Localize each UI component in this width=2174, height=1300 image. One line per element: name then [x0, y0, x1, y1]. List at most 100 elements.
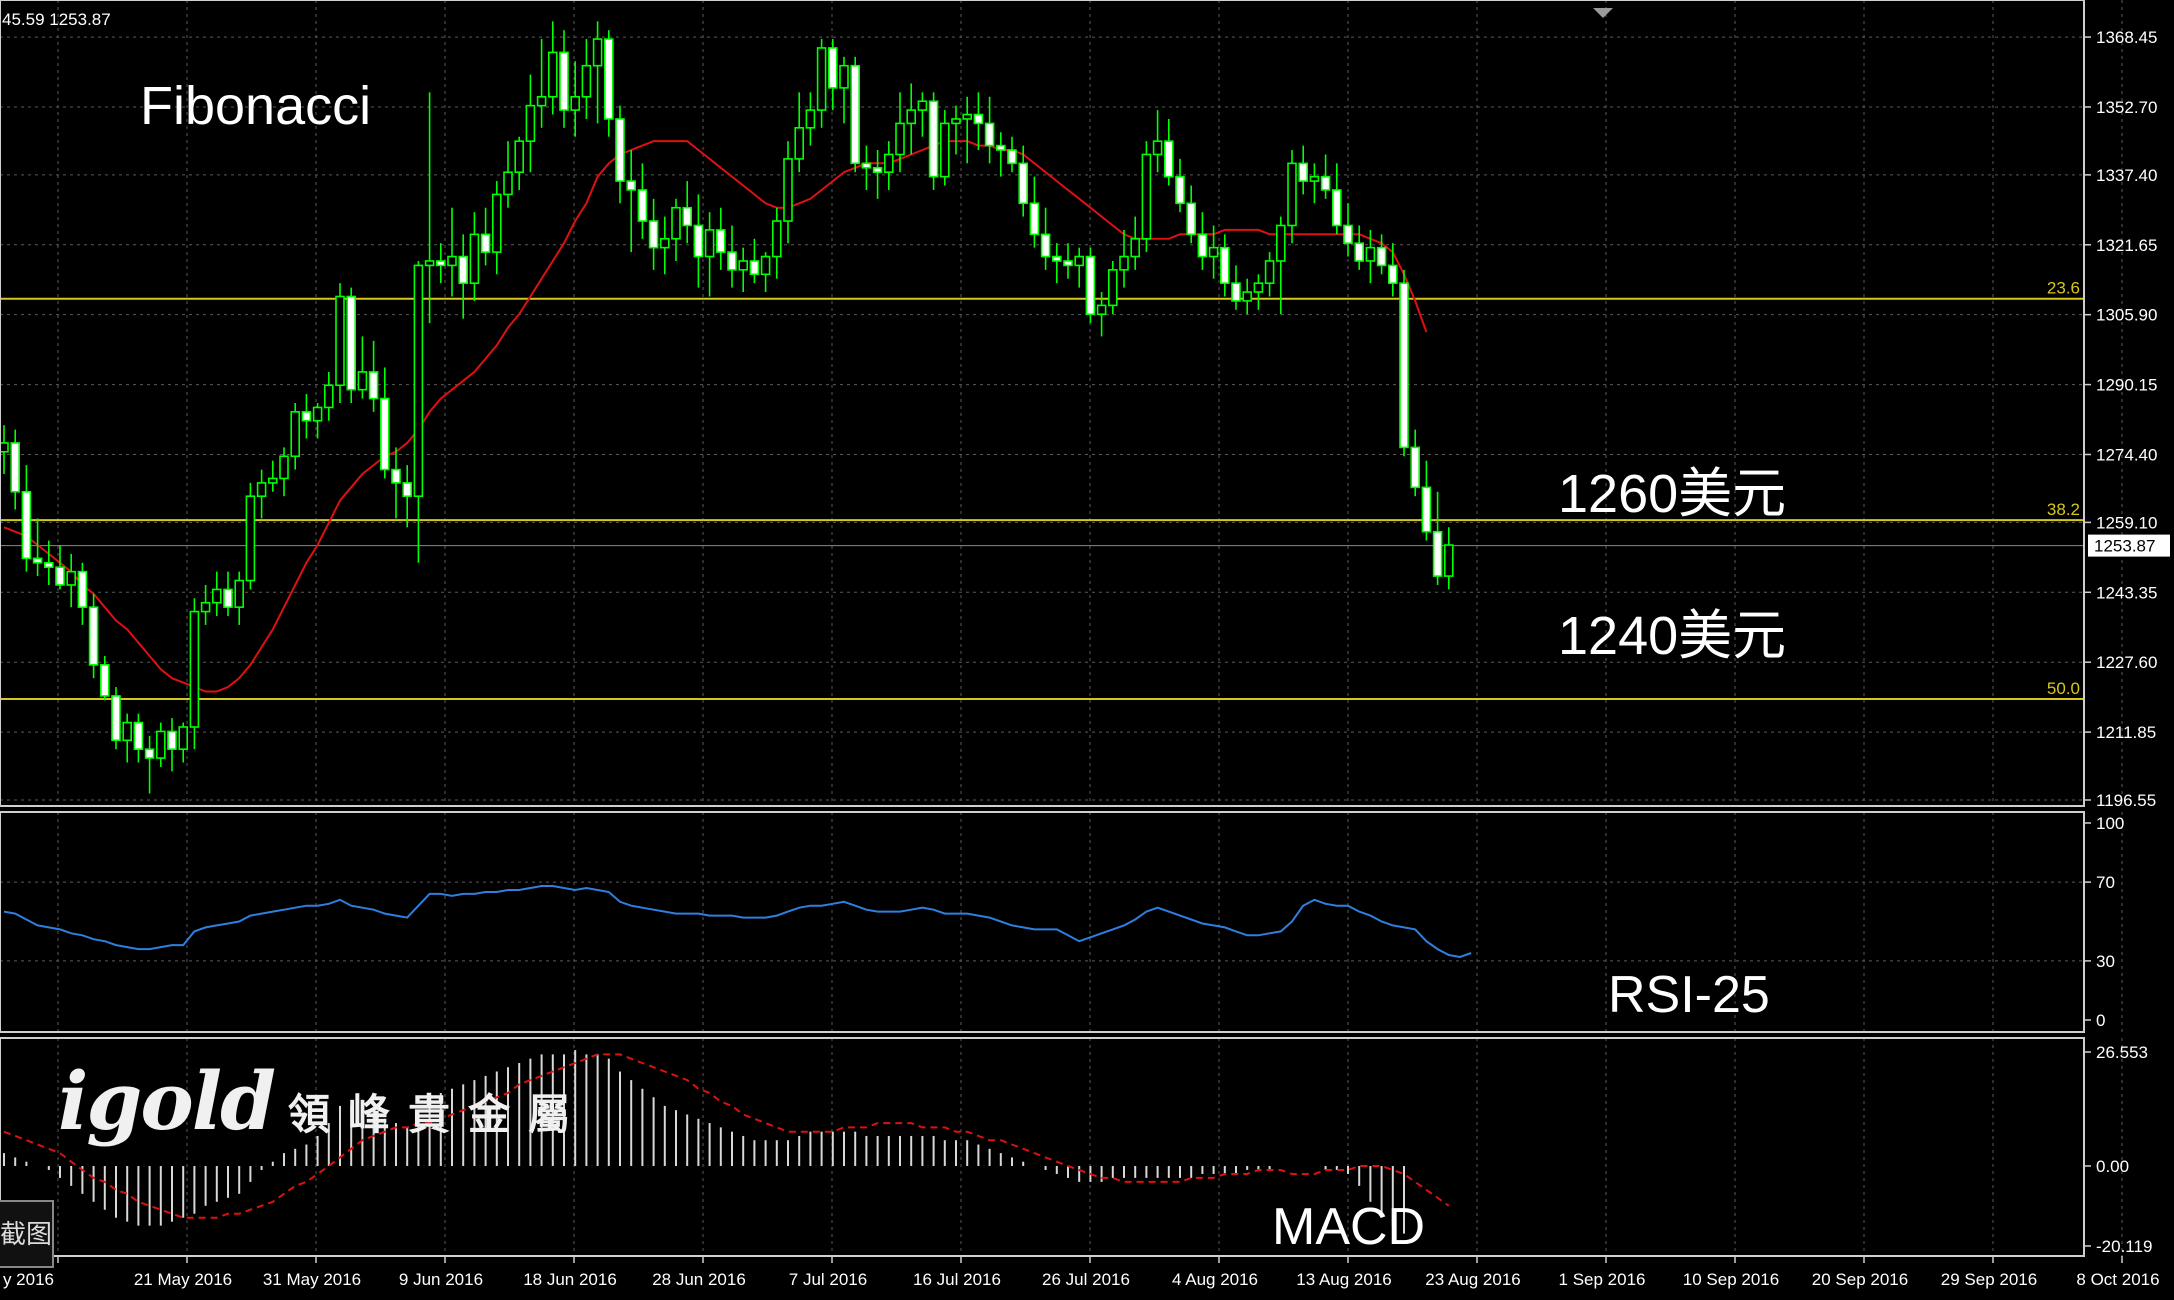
candle [637, 163, 648, 239]
candle [648, 198, 659, 270]
candle-body [279, 455, 289, 480]
candle-body [379, 397, 390, 471]
candle [212, 571, 222, 617]
candle-body [536, 95, 547, 107]
candle [693, 194, 704, 288]
brand-cn: 領峰貴金屬 [288, 1090, 589, 1139]
candle [267, 460, 278, 492]
candle [245, 482, 256, 590]
candle [1444, 527, 1454, 590]
fib-label: 23.6 [2047, 279, 2080, 298]
candle [984, 96, 995, 164]
candle-body [693, 224, 704, 258]
candle-body [1119, 255, 1129, 271]
candle [391, 447, 401, 519]
candle-body [1108, 269, 1118, 307]
candle-body [659, 237, 670, 249]
candle [1186, 185, 1196, 244]
candle-body [1063, 260, 1073, 267]
candle-body [928, 100, 939, 178]
macd-signal [3, 1053, 1450, 1219]
candle-body [794, 127, 805, 160]
candle-body [1164, 140, 1174, 178]
candle-body [290, 411, 301, 458]
candle-body [704, 229, 715, 258]
label-macd: MACD [1272, 1198, 1425, 1256]
candle [1432, 491, 1443, 585]
fib-label: 50.0 [2047, 679, 2080, 698]
candle [200, 584, 211, 625]
screenshot-button[interactable]: 截图 [0, 1200, 54, 1268]
candle [995, 132, 1006, 177]
candle [1399, 269, 1409, 457]
candle-body [133, 721, 144, 750]
candle-body [1208, 246, 1219, 258]
candle-body [559, 51, 569, 111]
candle [234, 571, 244, 625]
candle-body [301, 411, 312, 422]
candle [256, 469, 267, 519]
candle-body [1432, 530, 1443, 577]
date-tick-label: 8 Oct 2016 [2076, 1270, 2159, 1289]
candle [1085, 247, 1096, 324]
candle-body [984, 122, 995, 147]
candle-body [212, 588, 222, 604]
candle-body [1074, 255, 1084, 267]
rsi-tick-label: 30 [2096, 952, 2115, 971]
candle [480, 207, 491, 266]
price-tick-label: 1259.10 [2096, 513, 2157, 532]
candle-body [1029, 202, 1040, 236]
candle [323, 371, 334, 421]
candle [682, 181, 693, 244]
date-tick-label: 4 Aug 2016 [1172, 1270, 1258, 1289]
candle [872, 150, 883, 199]
date-tick-label: 10 Sep 2016 [1683, 1270, 1779, 1289]
candle [189, 598, 200, 750]
title-fibonacci: Fibonacci [140, 76, 371, 136]
candle [368, 340, 379, 412]
candle [525, 74, 536, 173]
candle-body [771, 220, 782, 258]
candle [1141, 141, 1152, 253]
candle [659, 216, 670, 275]
candle [581, 39, 592, 119]
candle [783, 141, 793, 244]
candle [1108, 260, 1118, 315]
scroll-marker-icon[interactable] [1593, 8, 1613, 18]
candle [156, 722, 166, 767]
candle [1119, 229, 1129, 288]
candle [1276, 216, 1286, 315]
candle-body [1007, 149, 1017, 165]
candle-body [10, 442, 20, 493]
candle-body [66, 570, 76, 586]
pane-frame [0, 0, 2085, 807]
candle [379, 367, 390, 479]
date-tick-label: 28 Jun 2016 [652, 1270, 746, 1289]
label-rsi: RSI-25 [1608, 966, 1770, 1024]
date-tick-label: 21 May 2016 [134, 1270, 232, 1289]
candle-body [1354, 242, 1364, 262]
candle-body [323, 384, 334, 409]
candle-body [951, 118, 961, 125]
candle-body [1242, 291, 1252, 302]
price-tick-label: 1196.55 [2096, 791, 2156, 810]
candle-body [727, 251, 737, 271]
candle [279, 447, 289, 497]
candle-body [1096, 304, 1107, 316]
candles [0, 21, 1454, 794]
candle-body [402, 482, 413, 498]
candle-body [234, 579, 244, 608]
candle [760, 252, 771, 293]
candle [144, 735, 155, 794]
candle [917, 92, 928, 137]
candle-body [491, 193, 502, 253]
candle-body [1152, 140, 1163, 156]
candle [43, 540, 54, 585]
candle [1242, 278, 1252, 315]
candle-body [0, 442, 9, 453]
candle-body [995, 144, 1006, 151]
candle [861, 145, 872, 190]
candle [1231, 265, 1241, 310]
candle [1007, 136, 1017, 173]
